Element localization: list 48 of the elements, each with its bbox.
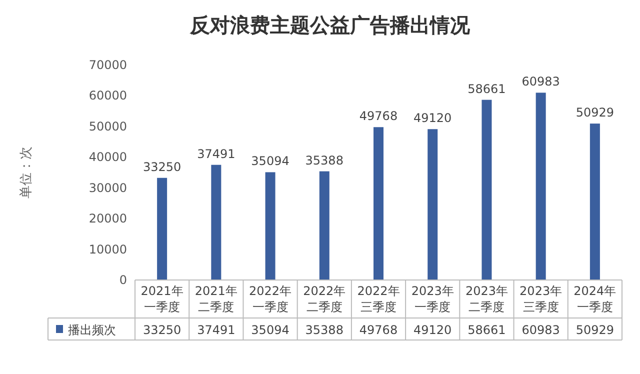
text: 37491 bbox=[197, 146, 236, 161]
y-tick-label: 10000 bbox=[88, 242, 127, 256]
y-tick-label: 20000 bbox=[88, 212, 127, 226]
data-label: 60983 bbox=[522, 323, 560, 337]
x-tick-label: 2022年三季度 bbox=[357, 284, 400, 314]
bar bbox=[428, 129, 438, 280]
text: 35094 bbox=[251, 154, 290, 168]
text: 50929 bbox=[576, 106, 614, 120]
text: 35388 bbox=[305, 153, 344, 168]
data-label: 49120 bbox=[414, 323, 452, 337]
legend: 播出频次 bbox=[56, 323, 116, 337]
data-label: 35094 bbox=[251, 323, 290, 337]
x-tick-label: 2022年一季度 bbox=[249, 284, 292, 314]
data-label: 37491 bbox=[197, 323, 236, 337]
y-tick-label: 30000 bbox=[88, 180, 127, 195]
text: 60983 bbox=[522, 74, 560, 89]
text: 49768 bbox=[359, 109, 398, 124]
y-tick-label: 0 bbox=[119, 273, 127, 287]
x-tick-label: 2023年二季度 bbox=[465, 284, 508, 314]
y-tick-label: 50000 bbox=[88, 119, 127, 134]
x-tick-label: 2023年三季度 bbox=[520, 284, 562, 314]
y-tick-label: 40000 bbox=[88, 150, 127, 164]
bar bbox=[590, 124, 600, 280]
data-label: 50929 bbox=[576, 323, 614, 337]
y-tick-label: 60000 bbox=[88, 88, 127, 103]
x-tick-label: 2024年一季度 bbox=[574, 284, 616, 314]
data-label: 58661 bbox=[468, 323, 506, 337]
bar bbox=[211, 164, 222, 280]
chart-title: 反对浪费主题公益广告播出情况 bbox=[189, 13, 471, 37]
y-axis-title: 单位：次 bbox=[19, 146, 34, 198]
text: 58661 bbox=[468, 82, 506, 96]
text: 49120 bbox=[414, 111, 452, 126]
x-tick-label: 2022年二季度 bbox=[303, 284, 346, 314]
x-tick-label: 2021年二季度 bbox=[194, 284, 238, 314]
x-tick-label: 2021年一季度 bbox=[140, 284, 184, 314]
bar bbox=[536, 92, 546, 280]
bar bbox=[374, 127, 384, 280]
legend-label: 播出频次 bbox=[68, 323, 116, 337]
y-tick-label: 70000 bbox=[88, 58, 127, 72]
x-tick-label: 2023年一季度 bbox=[411, 284, 454, 314]
bar bbox=[265, 172, 276, 280]
bar bbox=[319, 171, 330, 280]
data-label: 35388 bbox=[305, 323, 344, 337]
data-label: 49768 bbox=[359, 323, 398, 337]
text: 33250 bbox=[142, 160, 182, 174]
bar bbox=[157, 178, 168, 280]
bar bbox=[482, 100, 492, 280]
data-label: 33250 bbox=[142, 323, 182, 337]
